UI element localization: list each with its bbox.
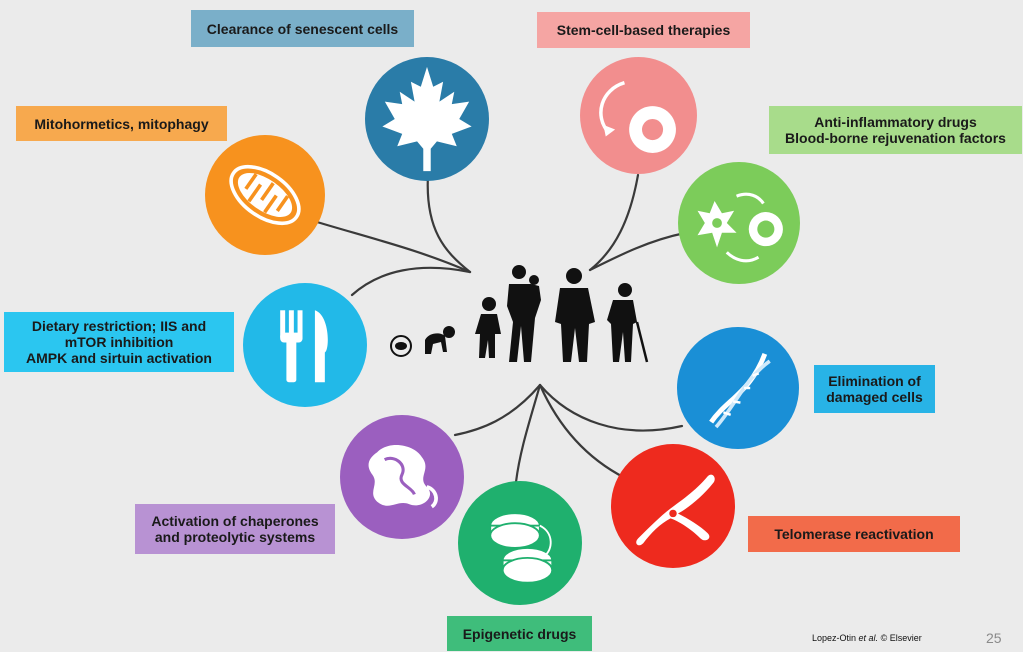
circle-clearance [365, 57, 489, 181]
circle-dietary-restriction [243, 283, 367, 407]
stem-cell-icon [599, 81, 676, 153]
mitochondrion-icon [229, 164, 301, 226]
label-elimination-damaged-cells: Elimination of damaged cells [814, 365, 935, 413]
label-telomerase-reactivation: Telomerase reactivation [748, 516, 960, 552]
chromosome-icon [636, 474, 715, 546]
label-mitohormetics: Mitohormetics, mitophagy [16, 106, 227, 141]
label-dietary-restriction: Dietary restriction; IIS and mTOR inhibi… [4, 312, 234, 372]
circle-elimination [677, 327, 799, 449]
label-chaperones: Activation of chaperones and proteolytic… [135, 504, 335, 554]
dna-helix-icon [709, 352, 771, 429]
cell-transformation-icon [697, 192, 783, 263]
page-number: 25 [986, 630, 1002, 646]
circle-chaperones [340, 415, 464, 539]
label-clearance-senescent-cells: Clearance of senescent cells [191, 10, 414, 47]
circle-telomerase [611, 444, 735, 568]
circle-stem-cell [580, 57, 697, 174]
label-epigenetic-drugs: Epigenetic drugs [447, 616, 592, 651]
nucleosome-icon [489, 512, 554, 584]
circle-epigenetic [458, 481, 582, 605]
label-stem-cell-therapies: Stem-cell-based therapies [537, 12, 750, 48]
circle-anti-inflammatory [678, 162, 800, 284]
protein-fold-icon [368, 445, 438, 509]
maple-leaf-icon [382, 66, 472, 172]
human-lifespan-silhouettes-icon [390, 265, 649, 363]
image-credit: Lopez-Otin et al. © Elsevier [812, 633, 922, 643]
circle-mitochondria [205, 135, 325, 255]
label-anti-inflammatory: Anti-inflammatory drugs Blood-borne reju… [769, 106, 1022, 154]
fork-knife-icon [280, 310, 328, 383]
